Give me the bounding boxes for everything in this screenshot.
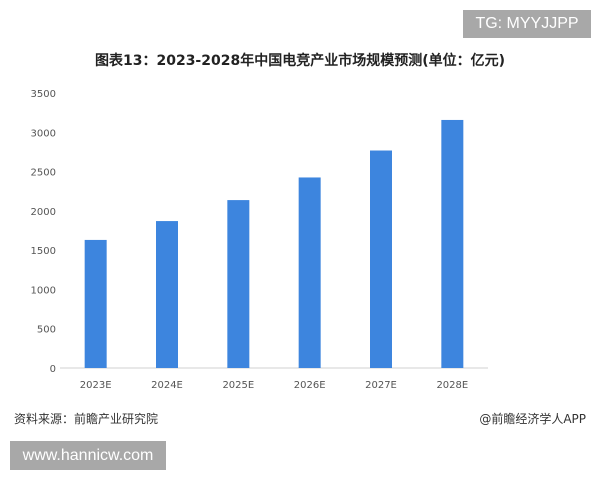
- x-tick-label: 2027E: [365, 380, 397, 391]
- y-tick-label: 2000: [31, 207, 56, 218]
- y-tick-label: 1500: [31, 246, 56, 257]
- bar-2028E: [441, 119, 464, 368]
- tg-watermark-tag: TG: MYYJJPP: [463, 10, 591, 38]
- x-tick-label: 2023E: [80, 380, 112, 391]
- bar-2025E: [227, 200, 250, 368]
- x-tick-label: 2025E: [222, 380, 254, 391]
- bar-chart: 0 500 1000 1500 2000 2500 3000 3500 2023E 2024E 20…: [31, 89, 488, 391]
- source-note: 资料来源：前瞻产业研究院: [14, 412, 159, 426]
- website-tag: www.hannicw.com: [10, 441, 166, 470]
- x-tick-label: 2024E: [151, 380, 183, 391]
- y-tick-label: 3500: [31, 89, 56, 100]
- credit-note: @前瞻经济学人APP: [479, 412, 586, 426]
- bar-2027E: [370, 150, 392, 368]
- x-tick-label: 2028E: [436, 380, 468, 391]
- y-tick-label: 500: [37, 325, 56, 336]
- y-tick-label: 0: [50, 364, 56, 375]
- bar-2023E: [84, 239, 107, 368]
- bar-2024E: [156, 221, 178, 368]
- y-tick-label: 3000: [31, 128, 56, 139]
- x-tick-label: 2026E: [294, 380, 326, 391]
- bar-2026E: [298, 177, 321, 368]
- y-tick-label: 1000: [31, 285, 56, 296]
- y-tick-label: 2500: [31, 168, 56, 179]
- chart-title: 图表13：2023-2028年中国电竞产业市场规模预测(单位：亿元): [94, 53, 506, 69]
